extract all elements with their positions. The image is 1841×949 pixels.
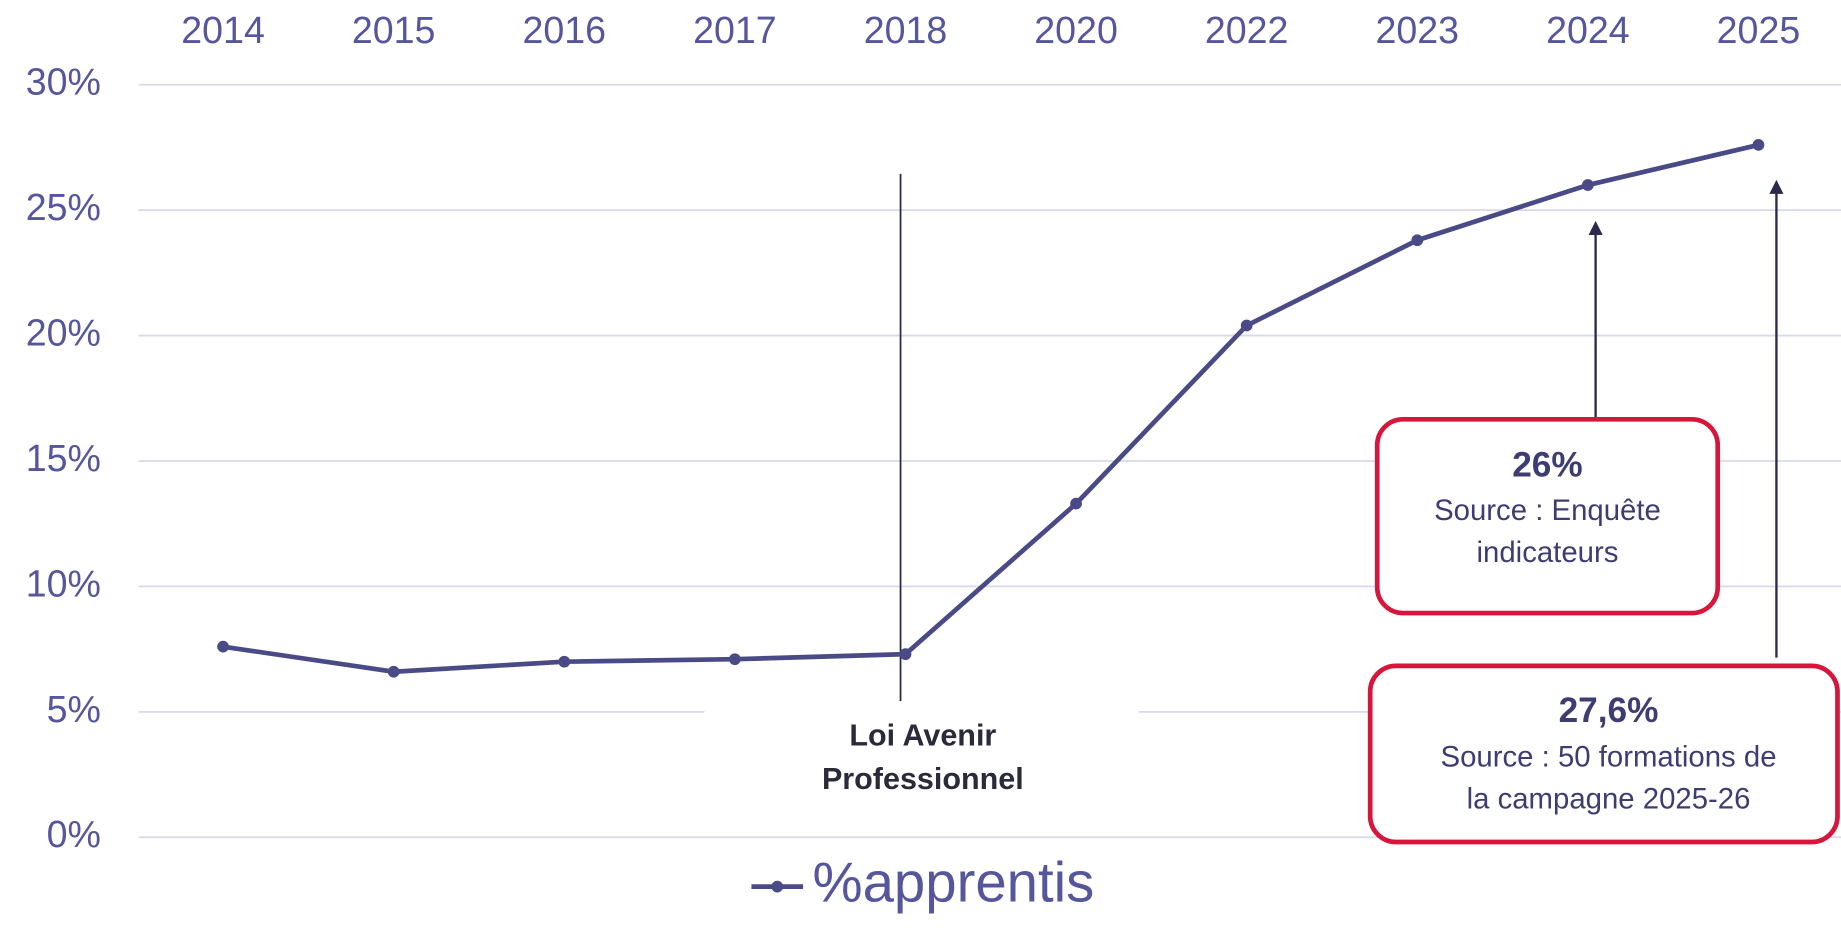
annotation: Professionnel [822,762,1024,796]
point [729,653,741,666]
x-tick-label: 2025 [1717,9,1801,51]
callout-title: 26% [1512,446,1583,485]
callout-text: Source : 50 formations de [1441,740,1777,773]
x-tick-label: 2014 [181,9,265,51]
y-tick-label: 5% [47,688,101,730]
callout-text: la campagne 2025-26 [1467,783,1751,816]
x-tick-label: 2023 [1375,9,1459,51]
point [1240,319,1253,332]
point [1581,179,1594,191]
y-tick-label: 0% [47,813,101,855]
point [387,665,400,678]
x-tick-label: 2017 [693,9,777,51]
x-tick-label: 2020 [1034,9,1118,51]
point [1411,234,1424,247]
x-tick-label: 2016 [522,9,606,51]
series-line [222,142,1759,675]
callout-box [1367,663,1840,845]
x-tick-label: 2018 [864,9,948,51]
y-tick-label: 10% [26,562,101,604]
x-tick-label: 2015 [352,9,436,51]
point [1070,497,1082,510]
grid [138,83,1841,839]
callout-title: 27,6% [1559,691,1659,730]
x-tick-label: 2022 [1205,9,1289,51]
y-tick-label: 25% [26,186,101,228]
point [217,640,229,653]
callout-text: Source : Enquête [1434,494,1661,527]
annotation: Loi Avenir [849,719,996,753]
callout-box [1374,416,1721,616]
point [558,655,571,668]
legend-swatch [771,880,784,893]
x-tick-label: 2024 [1546,9,1630,51]
y-tick-label: 15% [26,437,101,479]
legend-label: %apprentis [812,851,1094,914]
y-tick-label: 20% [26,311,101,353]
point [1752,139,1765,151]
y-tick-label: 30% [26,61,101,103]
label-bg [704,702,1139,808]
callout-text: indicateurs [1477,536,1619,569]
point [899,648,912,661]
